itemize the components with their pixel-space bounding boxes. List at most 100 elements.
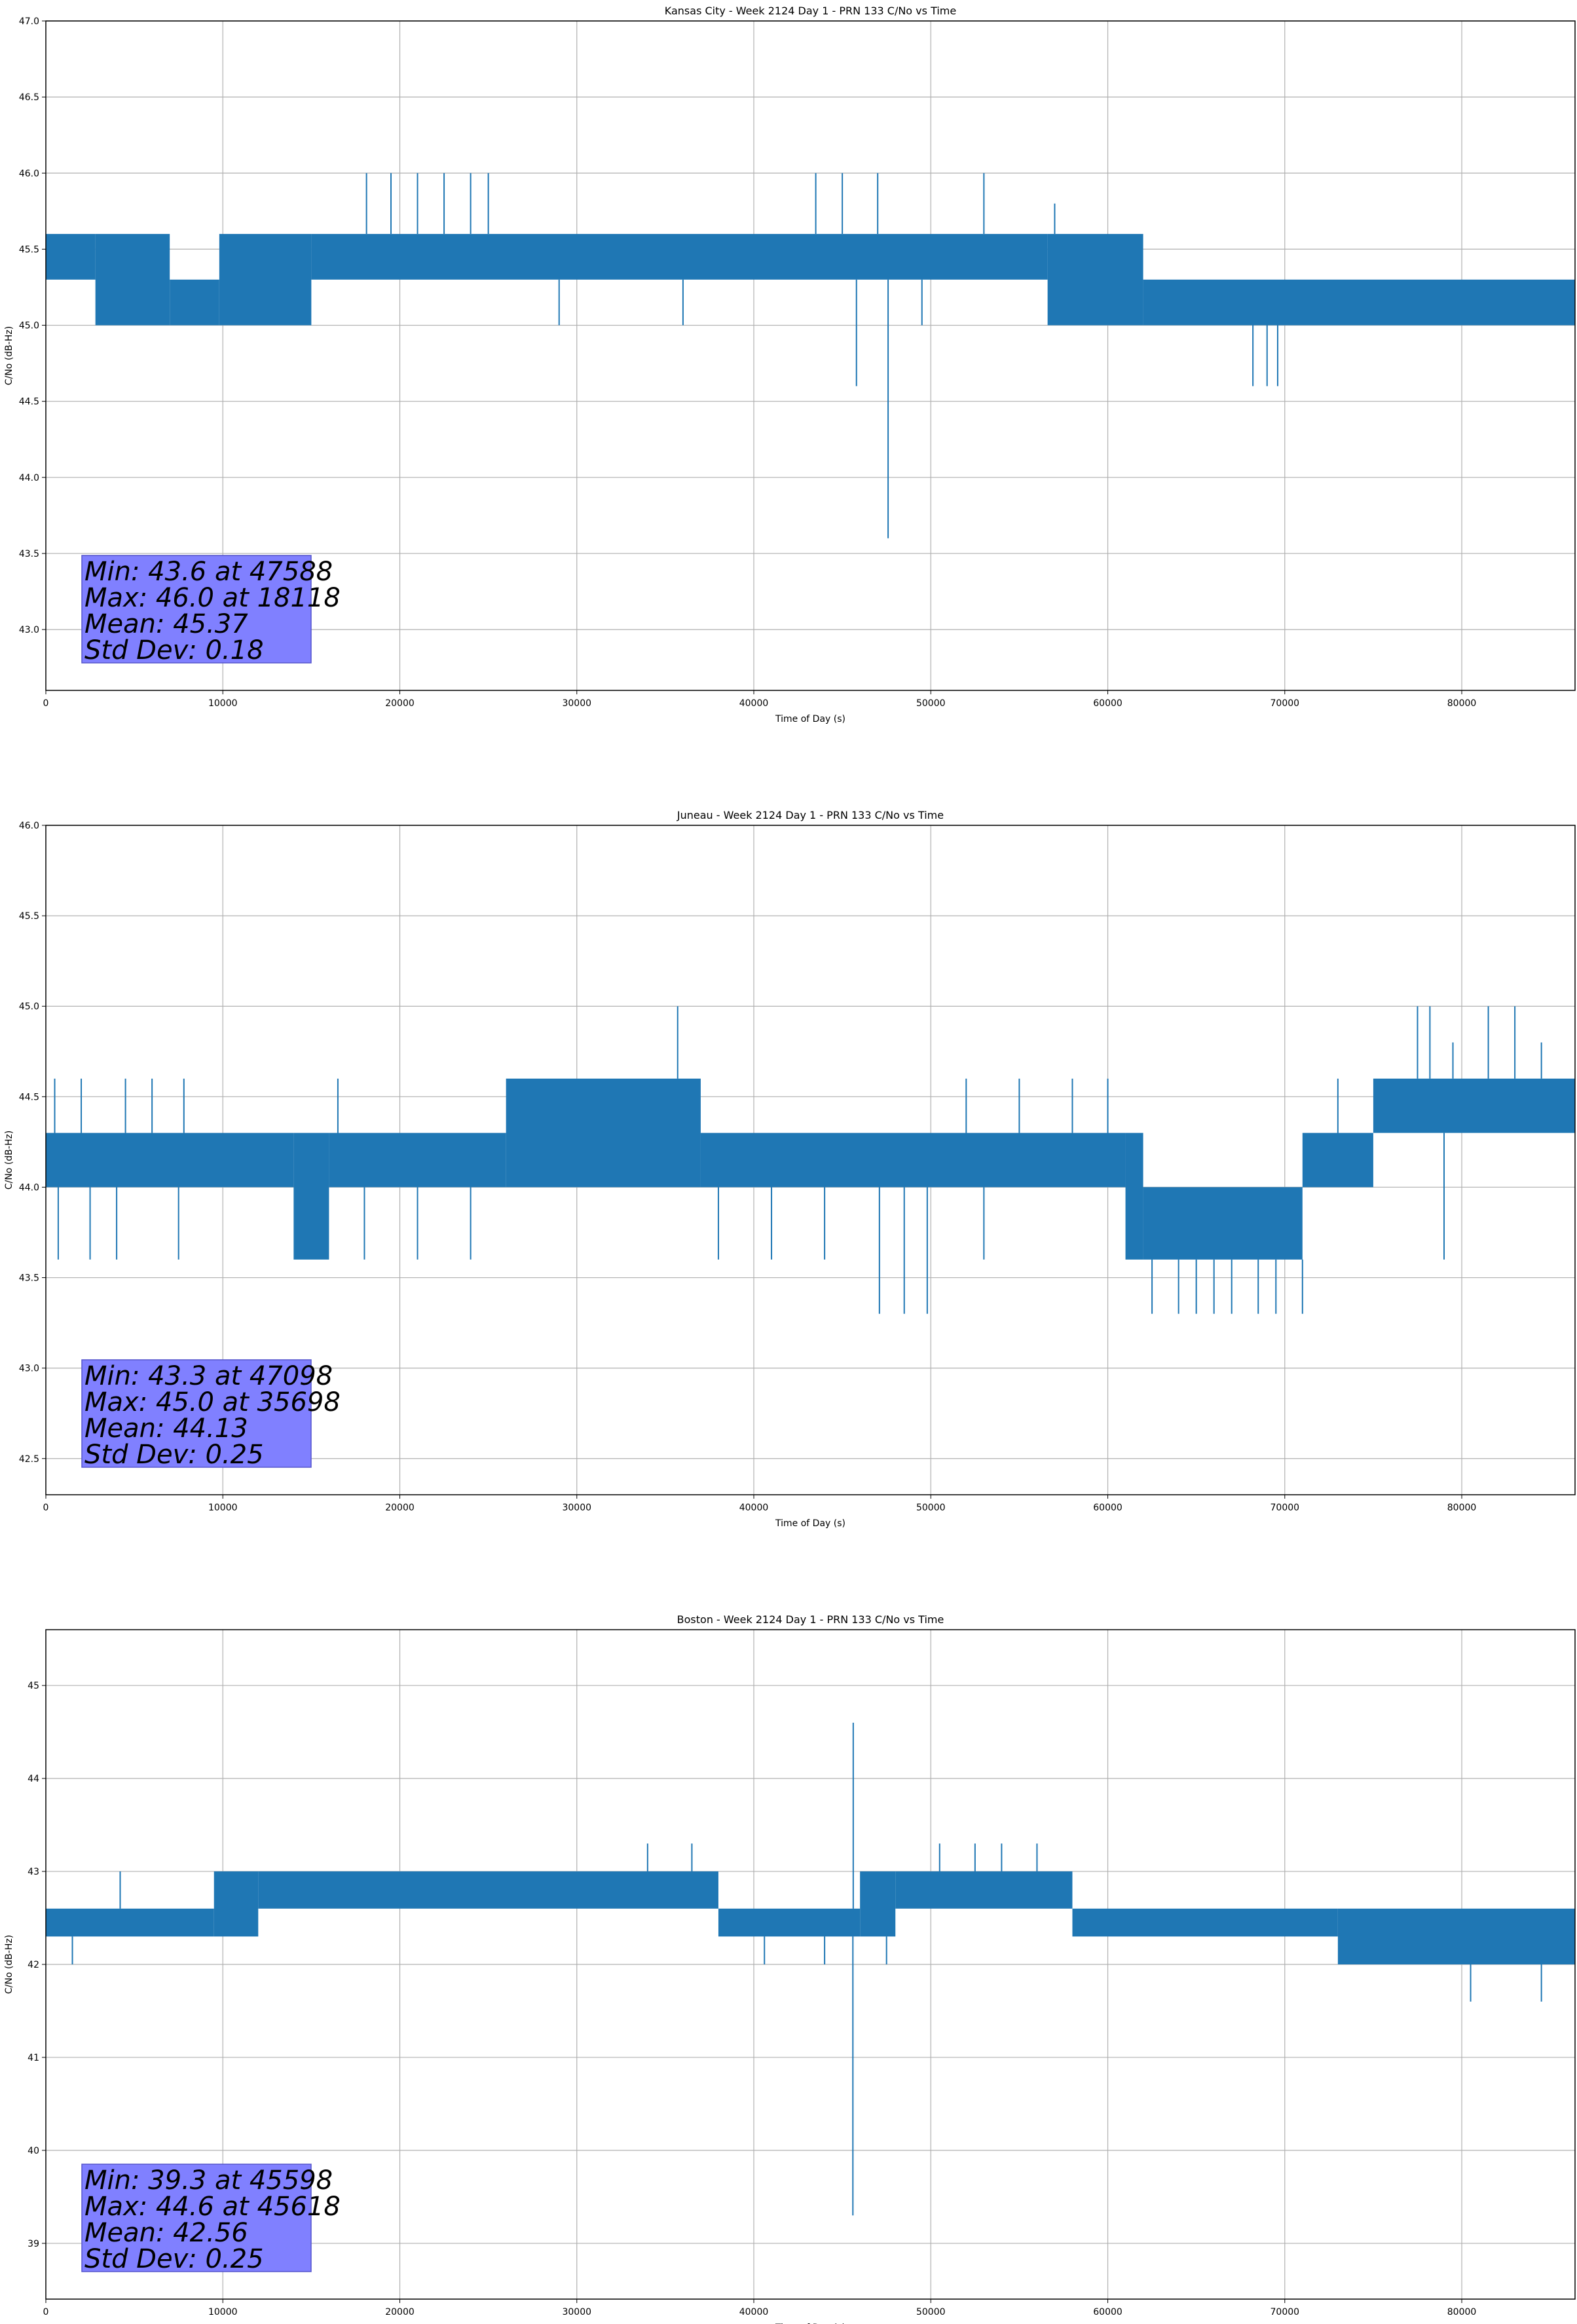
x-tick-label: 40000 bbox=[739, 1503, 769, 1513]
x-tick-label: 20000 bbox=[385, 2307, 415, 2317]
stats-box bbox=[81, 555, 312, 664]
y-tick-label: 41 bbox=[28, 2053, 39, 2063]
stats-max: Max: 45.0 at 35698 bbox=[84, 1387, 341, 1417]
x-tick-label: 50000 bbox=[916, 698, 946, 709]
axes-frame bbox=[45, 825, 1576, 1495]
data-band bbox=[1373, 1078, 1575, 1133]
chart-title: Kansas City - Week 2124 Day 1 - PRN 133 … bbox=[665, 5, 956, 17]
stats-std: Std Dev: 0.25 bbox=[84, 2244, 264, 2274]
y-tick-label: 43 bbox=[28, 1867, 39, 1877]
y-tick-label: 43.5 bbox=[19, 549, 39, 559]
y-tick-label: 47.0 bbox=[19, 16, 39, 27]
y-axis-label: C/No (dB-Hz) bbox=[4, 326, 14, 385]
x-tick-label: 0 bbox=[43, 2307, 49, 2317]
data-band bbox=[170, 279, 219, 326]
data-band bbox=[1337, 1908, 1575, 1964]
x-tick-label: 20000 bbox=[385, 1503, 415, 1513]
data-band bbox=[46, 1908, 214, 1937]
x-tick-label: 70000 bbox=[1271, 698, 1300, 709]
data-band bbox=[700, 1133, 1126, 1188]
data-band bbox=[46, 234, 96, 280]
stats-max: Max: 46.0 at 18118 bbox=[84, 583, 341, 613]
data-band bbox=[718, 1908, 861, 1937]
y-tick-label: 46.0 bbox=[19, 821, 39, 831]
x-tick-label: 60000 bbox=[1093, 1503, 1122, 1513]
chart-panel-1: Juneau - Week 2124 Day 1 - PRN 133 C/No … bbox=[4, 809, 1576, 1529]
x-tick-label: 0 bbox=[43, 1503, 49, 1513]
x-tick-label: 0 bbox=[43, 698, 49, 709]
y-tick-label: 39 bbox=[28, 2239, 39, 2249]
y-axis-label: C/No (dB-Hz) bbox=[4, 1131, 14, 1190]
x-tick-label: 30000 bbox=[562, 1503, 591, 1513]
data-band bbox=[860, 1871, 896, 1937]
x-tick-label: 60000 bbox=[1093, 2307, 1122, 2317]
data-band bbox=[293, 1133, 329, 1260]
stats-box bbox=[81, 2164, 312, 2272]
y-tick-label: 45 bbox=[28, 1681, 39, 1691]
x-tick-label: 10000 bbox=[208, 2307, 238, 2317]
x-axis-label: Time of Day (s) bbox=[775, 1518, 845, 1529]
y-tick-label: 40 bbox=[28, 2146, 39, 2156]
y-tick-label: 44.0 bbox=[19, 473, 39, 483]
y-tick-label: 45.5 bbox=[19, 244, 39, 255]
stats-mean: Mean: 45.37 bbox=[84, 609, 248, 639]
chart-title: Juneau - Week 2124 Day 1 - PRN 133 C/No … bbox=[677, 809, 944, 821]
y-tick-label: 42 bbox=[28, 1960, 39, 1970]
data-band bbox=[1125, 1133, 1143, 1260]
x-tick-label: 60000 bbox=[1093, 698, 1122, 709]
data-band bbox=[895, 1871, 1073, 1909]
x-tick-label: 70000 bbox=[1271, 1503, 1300, 1513]
y-tick-label: 44.0 bbox=[19, 1182, 39, 1193]
x-tick-label: 20000 bbox=[385, 698, 415, 709]
x-axis-label: Time of Day (s) bbox=[775, 714, 845, 724]
data-band bbox=[506, 1078, 701, 1188]
y-tick-label: 44.5 bbox=[19, 397, 39, 407]
y-axis-label: C/No (dB-Hz) bbox=[4, 1935, 14, 1994]
stats-std: Std Dev: 0.18 bbox=[84, 635, 264, 665]
data-band bbox=[46, 1133, 294, 1188]
stats-min: Min: 43.3 at 47098 bbox=[84, 1361, 333, 1391]
data-band bbox=[311, 234, 1048, 280]
y-tick-label: 43.0 bbox=[19, 1364, 39, 1374]
stats-min: Min: 43.6 at 47588 bbox=[84, 557, 333, 587]
data-band bbox=[213, 1871, 259, 1937]
x-tick-label: 30000 bbox=[562, 2307, 591, 2317]
y-tick-label: 46.0 bbox=[19, 168, 39, 179]
x-tick-label: 50000 bbox=[916, 1503, 946, 1513]
stats-min: Min: 39.3 at 45598 bbox=[84, 2165, 333, 2196]
axes-frame bbox=[45, 20, 1576, 691]
stats-mean: Mean: 42.56 bbox=[84, 2218, 248, 2248]
data-band bbox=[1143, 279, 1575, 326]
y-tick-label: 45.0 bbox=[19, 321, 39, 331]
data-band bbox=[1047, 234, 1143, 326]
x-axis-label: Time of Day (s) bbox=[775, 2323, 845, 2324]
chart-panel-0: Kansas City - Week 2124 Day 1 - PRN 133 … bbox=[4, 5, 1576, 724]
data-band bbox=[1072, 1908, 1338, 1937]
x-tick-label: 40000 bbox=[739, 2307, 769, 2317]
y-tick-label: 43.5 bbox=[19, 1273, 39, 1284]
x-tick-label: 80000 bbox=[1447, 698, 1477, 709]
y-tick-label: 42.5 bbox=[19, 1454, 39, 1465]
data-band bbox=[95, 234, 170, 326]
chart-panel-2: Boston - Week 2124 Day 1 - PRN 133 C/No … bbox=[4, 1613, 1576, 2324]
y-tick-label: 44 bbox=[28, 1774, 39, 1784]
stats-max: Max: 44.6 at 45618 bbox=[84, 2192, 341, 2222]
chart-title: Boston - Week 2124 Day 1 - PRN 133 C/No … bbox=[677, 1613, 944, 1626]
y-tick-label: 44.5 bbox=[19, 1092, 39, 1102]
stats-mean: Mean: 44.13 bbox=[84, 1414, 248, 1444]
x-tick-label: 80000 bbox=[1447, 1503, 1477, 1513]
stats-std: Std Dev: 0.25 bbox=[84, 1440, 264, 1470]
stats-box bbox=[81, 1359, 312, 1468]
y-tick-label: 45.5 bbox=[19, 911, 39, 922]
x-tick-label: 10000 bbox=[208, 698, 238, 709]
x-tick-label: 70000 bbox=[1271, 2307, 1300, 2317]
y-tick-label: 46.5 bbox=[19, 92, 39, 103]
data-band bbox=[1302, 1133, 1373, 1188]
y-tick-label: 43.0 bbox=[19, 625, 39, 635]
data-band bbox=[1143, 1187, 1303, 1260]
data-band bbox=[258, 1871, 718, 1909]
x-tick-label: 50000 bbox=[916, 2307, 946, 2317]
x-tick-label: 30000 bbox=[562, 698, 591, 709]
y-tick-label: 45.0 bbox=[19, 1002, 39, 1012]
